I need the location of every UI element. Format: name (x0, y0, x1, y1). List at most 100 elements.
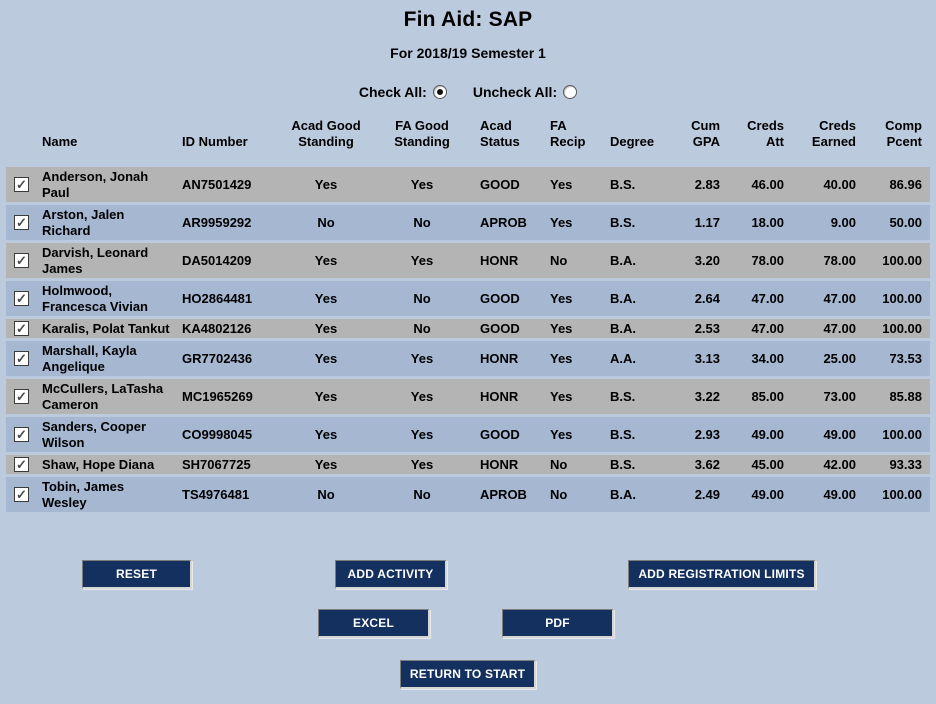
add-activity-button[interactable]: ADD ACTIVITY (335, 560, 447, 589)
cell-acad-good-standing: Yes (282, 167, 370, 202)
cell-acad-status: GOOD (474, 319, 544, 338)
row-checkbox[interactable]: ✓ (14, 388, 29, 404)
pdf-button[interactable]: PDF (502, 609, 614, 638)
cell-fa-recip: No (544, 243, 604, 278)
row-checkbox[interactable]: ✓ (14, 456, 29, 472)
cell-fa-good-standing: Yes (370, 455, 474, 474)
cell-name: Tobin, James Wesley (36, 477, 176, 512)
row-checkbox-cell: ✓ (6, 417, 36, 452)
row-checkbox[interactable]: ✓ (14, 486, 29, 502)
uncheck-all-radio[interactable] (563, 85, 578, 99)
table-row: ✓ Marshall, Kayla Angelique GR7702436 Yes Ye… (6, 341, 930, 376)
row-checkbox[interactable]: ✓ (14, 290, 29, 306)
table-row: ✓ Shaw, Hope Diana SH7067725 Yes Yes HONR No B.… (6, 455, 930, 474)
cell-fa-recip: Yes (544, 379, 604, 414)
cell-name: Holmwood, Francesca Vivian (36, 281, 176, 316)
cell-id-number: MC1965269 (176, 379, 282, 414)
cell-cum-gpa: 2.64 (668, 281, 728, 316)
table-row: ✓ Holmwood, Francesca Vivian HO2864481 Yes N… (6, 281, 930, 316)
col-header-creds-earned: Creds Earned (811, 118, 856, 149)
cell-cum-gpa: 3.13 (668, 341, 728, 376)
cell-cum-gpa: 1.17 (668, 205, 728, 240)
check-all-radio[interactable] (432, 85, 447, 99)
cell-acad-status: APROB (474, 477, 544, 512)
row-checkbox[interactable]: ✓ (14, 176, 29, 192)
cell-cum-gpa: 3.20 (668, 243, 728, 278)
col-header-checkbox (6, 116, 36, 164)
cell-fa-good-standing: Yes (370, 379, 474, 414)
row-checkbox[interactable]: ✓ (14, 214, 29, 230)
cell-name: Shaw, Hope Diana (36, 455, 176, 474)
cell-creds-earned: 40.00 (792, 167, 864, 202)
cell-acad-status: GOOD (474, 167, 544, 202)
cell-degree: B.S. (604, 167, 668, 202)
table-row: ✓ McCullers, LaTasha Cameron MC1965269 Yes Y… (6, 379, 930, 414)
cell-creds-att: 47.00 (728, 281, 792, 316)
cell-creds-att: 78.00 (728, 243, 792, 278)
col-header-cum-gpa: Cum GPA (691, 118, 720, 149)
cell-id-number: GR7702436 (176, 341, 282, 376)
cell-degree: B.A. (604, 319, 668, 338)
cell-fa-recip: Yes (544, 281, 604, 316)
table-row: ✓ Anderson, Jonah Paul AN7501429 Yes Yes GOOD… (6, 167, 930, 202)
row-checkbox[interactable]: ✓ (14, 320, 29, 336)
row-checkbox-cell: ✓ (6, 243, 36, 278)
row-checkbox[interactable]: ✓ (14, 426, 29, 442)
cell-fa-recip: Yes (544, 319, 604, 338)
add-registration-limits-button[interactable]: ADD REGISTRATION LIMITS (628, 560, 816, 589)
sap-table: Name ID Number Acad Good Standing FA Goo… (6, 113, 930, 515)
cell-acad-status: GOOD (474, 417, 544, 452)
row-checkbox-cell: ✓ (6, 455, 36, 474)
row-checkbox-cell: ✓ (6, 205, 36, 240)
cell-fa-good-standing: No (370, 205, 474, 240)
col-header-acad-status: Acad Status (480, 118, 520, 149)
reset-button[interactable]: RESET (82, 560, 192, 589)
cell-acad-good-standing: Yes (282, 455, 370, 474)
cell-cum-gpa: 2.93 (668, 417, 728, 452)
return-to-start-button[interactable]: RETURN TO START (400, 660, 536, 689)
cell-cum-gpa: 2.49 (668, 477, 728, 512)
cell-id-number: AR9959292 (176, 205, 282, 240)
cell-cum-gpa: 2.53 (668, 319, 728, 338)
uncheck-all-label: Uncheck All: (472, 84, 558, 100)
cell-degree: A.A. (604, 341, 668, 376)
row-checkbox[interactable]: ✓ (14, 252, 29, 268)
cell-creds-att: 45.00 (728, 455, 792, 474)
row-checkbox-cell: ✓ (6, 319, 36, 338)
cell-fa-recip: Yes (544, 341, 604, 376)
cell-cum-gpa: 2.83 (668, 167, 728, 202)
cell-creds-att: 46.00 (728, 167, 792, 202)
table-row: ✓ Arston, Jalen Richard AR9959292 No No APROB… (6, 205, 930, 240)
cell-id-number: DA5014209 (176, 243, 282, 278)
cell-acad-good-standing: No (282, 477, 370, 512)
table-row: ✓ Darvish, Leonard James DA5014209 Yes Yes HO… (6, 243, 930, 278)
cell-degree: B.A. (604, 281, 668, 316)
cell-creds-earned: 9.00 (792, 205, 864, 240)
page-subtitle: For 2018/19 Semester 1 (390, 45, 546, 61)
cell-fa-good-standing: Yes (370, 243, 474, 278)
cell-acad-status: HONR (474, 455, 544, 474)
row-checkbox-cell: ✓ (6, 341, 36, 376)
table-row: ✓ Tobin, James Wesley TS4976481 No No APROB No… (6, 477, 930, 512)
cell-creds-att: 49.00 (728, 477, 792, 512)
cell-creds-earned: 49.00 (792, 417, 864, 452)
cell-fa-good-standing: No (370, 281, 474, 316)
cell-fa-good-standing: Yes (370, 417, 474, 452)
cell-degree: B.S. (604, 205, 668, 240)
cell-creds-earned: 49.00 (792, 477, 864, 512)
row-checkbox-cell: ✓ (6, 167, 36, 202)
cell-fa-recip: Yes (544, 417, 604, 452)
cell-fa-good-standing: Yes (370, 341, 474, 376)
cell-id-number: AN7501429 (176, 167, 282, 202)
cell-comp-pcent: 100.00 (864, 243, 930, 278)
cell-id-number: CO9998045 (176, 417, 282, 452)
cell-comp-pcent: 100.00 (864, 319, 930, 338)
cell-cum-gpa: 3.22 (668, 379, 728, 414)
cell-acad-good-standing: Yes (282, 319, 370, 338)
excel-button[interactable]: EXCEL (318, 609, 430, 638)
row-checkbox[interactable]: ✓ (14, 350, 29, 366)
cell-fa-good-standing: No (370, 477, 474, 512)
check-all-label: Check All: (358, 84, 427, 100)
cell-creds-earned: 73.00 (792, 379, 864, 414)
cell-cum-gpa: 3.62 (668, 455, 728, 474)
